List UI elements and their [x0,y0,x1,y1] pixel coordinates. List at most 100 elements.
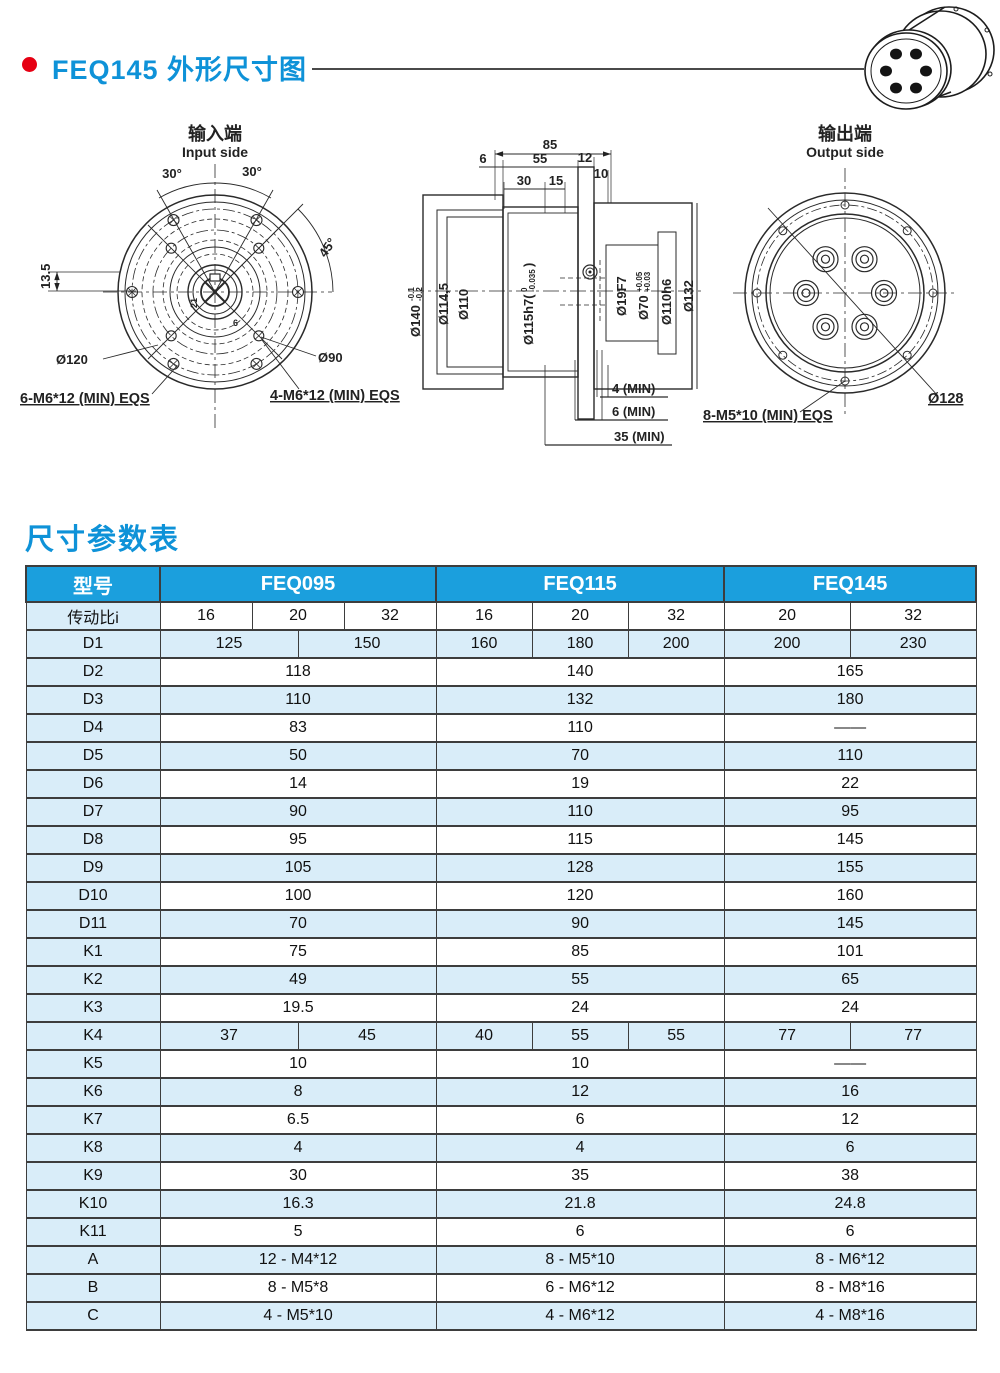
dia-140-tol-lower: -0.2 [415,287,424,301]
value-cell: 110 [435,797,725,827]
value-cell: 110 [723,741,977,771]
table-row-D6: D6 14 19 22 [25,769,977,799]
value-cell: 125 [159,629,299,659]
value-cell: 20 [251,601,345,631]
input-side-view: 输入端 Input side [20,123,400,428]
value-cell: 5 [159,1217,437,1247]
value-cell: 105 [159,853,437,883]
table-section-title: 尺寸参数表 [25,524,181,556]
table-row-D7: D7 90 110 95 [25,797,977,827]
dia-19f7-label: Ø19F7 [614,276,629,316]
value-cell: 21.8 [435,1189,725,1219]
title-bullet [22,57,37,72]
dim-85: 85 [543,137,557,152]
value-cell: 30 [159,1161,437,1191]
table-row-K4: K4 37 45 40 55 55 77 77 [25,1021,977,1051]
value-cell: 35 [435,1161,725,1191]
row-label: K2 [25,965,161,995]
dim-6min: 6 (MIN) [612,404,655,419]
value-cell: 4 [435,1133,725,1163]
value-cell: 24 [723,993,977,1023]
input-side-title-cn: 输入端 [188,123,242,144]
value-cell: 180 [531,629,629,659]
table-row-K7: K7 6.5 6 12 [25,1105,977,1135]
dim-35min: 35 (MIN) [614,429,665,444]
dim-13-5: 13.5 [38,264,53,289]
row-label: C [25,1301,161,1331]
row-label: K4 [25,1021,161,1051]
value-cell: 128 [435,853,725,883]
value-cell: 16.3 [159,1189,437,1219]
dia-110h6-label: Ø110h6 [659,279,674,325]
row-label: A [25,1245,161,1275]
value-cell: 165 [723,657,977,687]
value-cell: 24 [435,993,725,1023]
value-cell: 14 [159,769,437,799]
output-bolts-8-label: 8-M5*10 (MIN) EQS [703,408,833,424]
value-cell: 6 [723,1217,977,1247]
dim-15: 15 [549,173,563,188]
value-cell: 6.5 [159,1105,437,1135]
value-cell: 150 [297,629,437,659]
row-label: K1 [25,937,161,967]
value-cell: —— [723,713,977,743]
dia-115h7-label: Ø115h7( [521,294,536,345]
title-rule [312,68,864,70]
value-cell: 55 [627,1021,725,1051]
dia-70-tol-lower: +0.03 [643,271,652,292]
dia-70-tol-upper: +0.05 [635,271,644,292]
value-cell: 110 [159,685,437,715]
row-label: D10 [25,881,161,911]
value-cell: 8 - M5*8 [159,1273,437,1303]
dim-6-small: 6 [233,318,238,328]
value-cell: 90 [159,797,437,827]
dimension-parameter-table: 型号 FEQ095 FEQ115 FEQ145 传动比i 16 20 32 16 20 32 20 32… [25,565,978,1331]
table-header-row: 型号 FEQ095 FEQ115 FEQ145 [25,565,978,603]
dia-110-label: Ø110 [456,289,471,320]
dim-55: 55 [533,151,547,166]
value-cell: 12 [435,1077,725,1107]
value-cell: 70 [159,909,437,939]
dia-90-label: Ø90 [318,350,343,365]
table-row-D5: D5 50 70 110 [25,741,977,771]
page-title: FEQ145 外形尺寸图 [52,55,308,85]
row-label: K3 [25,993,161,1023]
dia-120-label: Ø120 [56,352,88,367]
dia-115-close-paren: ) [521,263,536,267]
dim-12: 12 [578,150,592,165]
value-cell: 145 [723,909,977,939]
value-cell: 6 - M6*12 [435,1273,725,1303]
value-cell: 6 [435,1105,725,1135]
value-cell: 20 [531,601,629,631]
table-row-D8: D8 95 115 145 [25,825,977,855]
table-row-K6: K6 8 12 16 [25,1077,977,1107]
dim-30: 30 [517,173,531,188]
model-header-label: 型号 [25,565,161,603]
value-cell: 19.5 [159,993,437,1023]
dia-115-tol-lower: -0.035 [528,269,537,292]
value-cell: 32 [343,601,437,631]
value-cell: 38 [723,1161,977,1191]
dim-4min: 4 (MIN) [612,381,655,396]
row-label: K9 [25,1161,161,1191]
value-cell: 70 [435,741,725,771]
value-cell: 101 [723,937,977,967]
row-label: B [25,1273,161,1303]
row-label: K10 [25,1189,161,1219]
value-cell: 95 [159,825,437,855]
dim-10: 10 [594,166,608,181]
value-cell: 8 - M5*10 [435,1245,725,1275]
row-label: 传动比i [25,601,161,631]
dim-6: 6 [479,151,486,166]
product-3d-icon [864,6,995,110]
dia-128-label: Ø128 [928,391,963,407]
dia-140-label: Ø140 [408,305,423,337]
angle-30-left: 30° [162,166,182,181]
value-cell: 4 - M8*16 [723,1301,977,1331]
row-label: K6 [25,1077,161,1107]
model-header-FEQ095: FEQ095 [158,565,438,603]
dimension-drawings: 输入端 Input side [20,123,963,446]
value-cell: 32 [849,601,977,631]
table-row-D4: D4 83 110 —— [25,713,977,743]
